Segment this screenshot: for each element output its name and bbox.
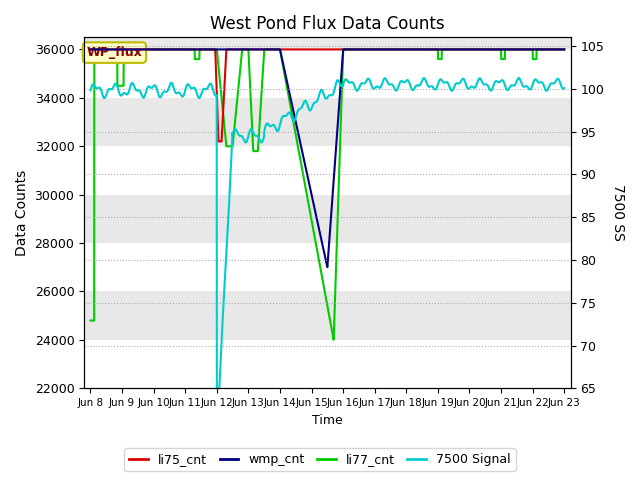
li77_cnt [199,47,207,52]
li75_cnt [86,47,94,52]
li77_cnt [265,47,273,52]
7500 Signal [500,80,508,85]
7500 Signal [515,75,523,81]
li75_cnt [214,139,222,144]
7500 Signal [268,122,276,128]
7500 Signal [561,85,568,91]
Line: 7500 Signal: 7500 Signal [90,78,564,388]
li75_cnt [202,47,209,52]
Line: li77_cnt: li77_cnt [90,49,564,340]
7500 Signal [169,82,177,87]
li77_cnt [557,47,564,52]
7500 Signal [86,87,94,93]
wmp_cnt [299,151,307,157]
Title: West Pond Flux Data Counts: West Pond Flux Data Counts [210,15,445,33]
li77_cnt [202,47,209,52]
li75_cnt [265,47,273,52]
li77_cnt [299,170,307,176]
li77_cnt [90,47,98,52]
X-axis label: Time: Time [312,414,343,427]
li77_cnt [330,337,337,343]
wmp_cnt [202,47,209,52]
li75_cnt [299,47,307,52]
7500 Signal [552,79,559,85]
Line: wmp_cnt: wmp_cnt [90,49,564,267]
li75_cnt [199,47,207,52]
7500 Signal [141,94,148,99]
li77_cnt [561,47,568,52]
li77_cnt [86,318,94,324]
wmp_cnt [86,47,94,52]
wmp_cnt [561,47,568,52]
Legend: li75_cnt, wmp_cnt, li77_cnt, 7500 Signal: li75_cnt, wmp_cnt, li77_cnt, 7500 Signal [124,448,516,471]
li75_cnt [561,47,568,52]
Line: li75_cnt: li75_cnt [90,49,564,142]
li77_cnt [196,47,204,52]
li75_cnt [557,47,564,52]
wmp_cnt [199,47,207,52]
Bar [84,49,571,98]
li75_cnt [196,47,204,52]
Y-axis label: 7500 SS: 7500 SS [611,184,625,241]
wmp_cnt [196,47,204,52]
Bar [84,243,571,291]
Bar [84,146,571,195]
Y-axis label: Data Counts: Data Counts [15,170,29,256]
7500 Signal [213,385,221,391]
wmp_cnt [557,47,564,52]
wmp_cnt [323,264,331,270]
wmp_cnt [265,47,273,52]
7500 Signal [289,118,297,123]
Text: WP_flux: WP_flux [86,46,142,59]
Bar [84,340,571,388]
